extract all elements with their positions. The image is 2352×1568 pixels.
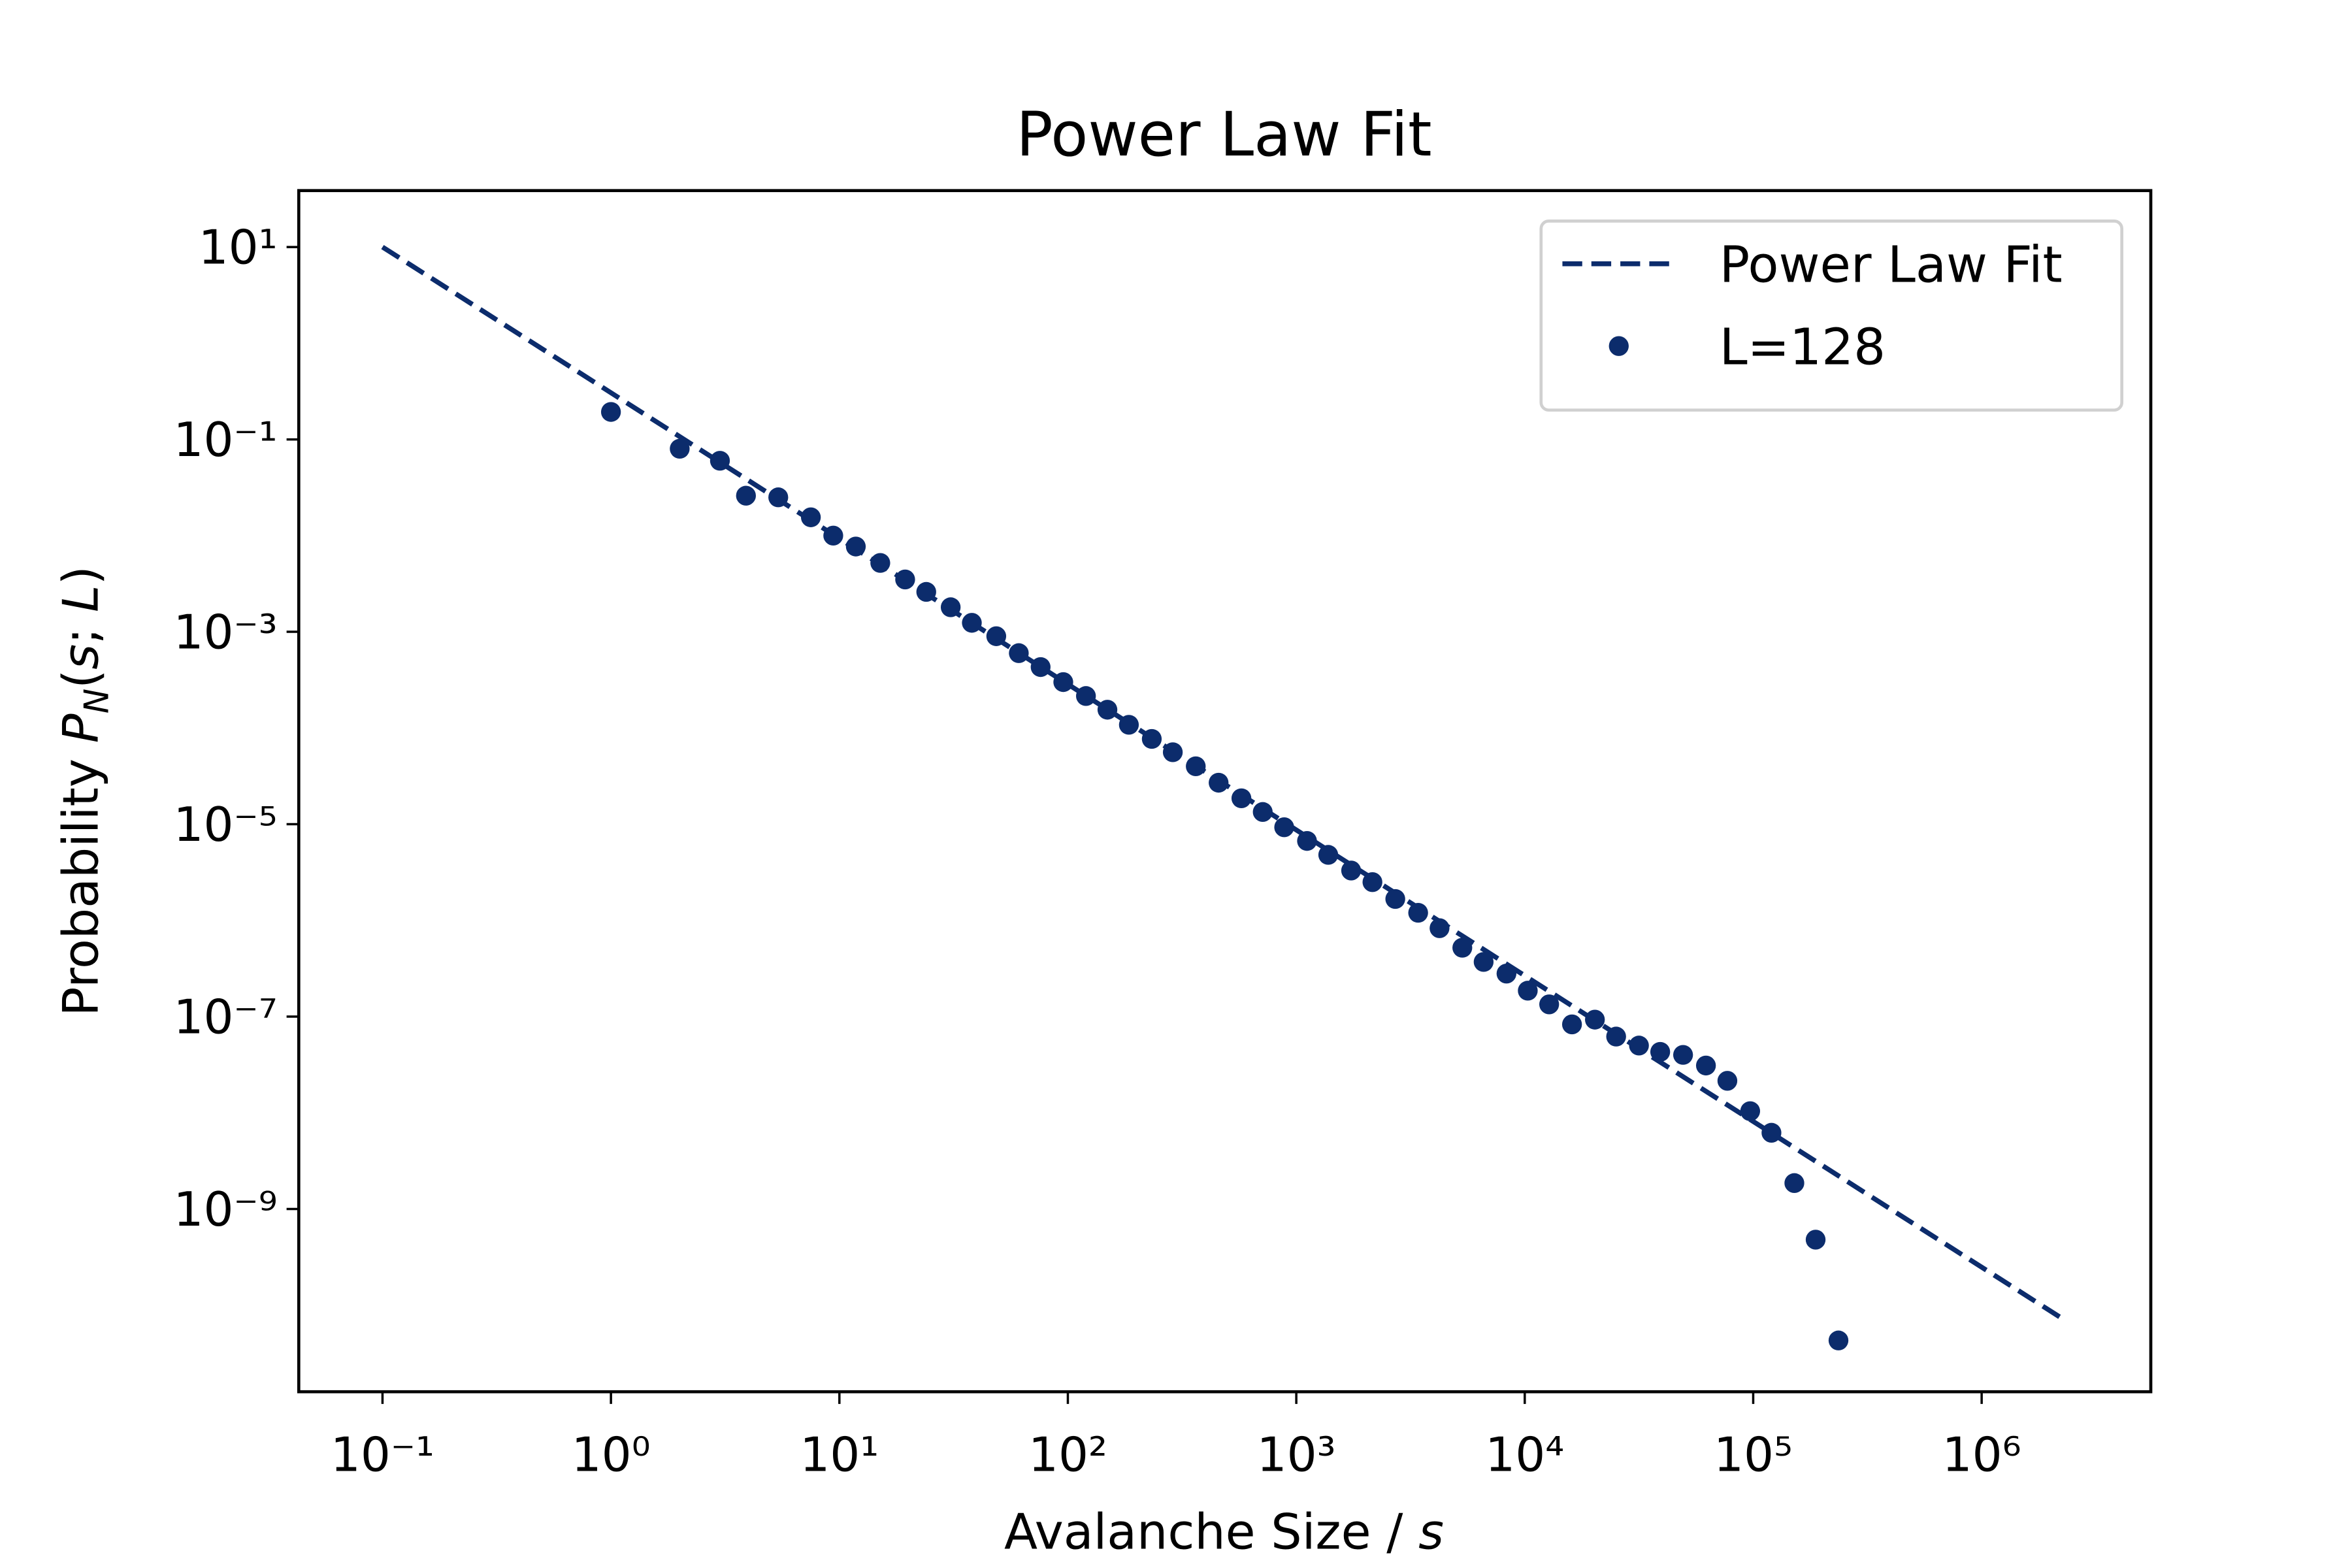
data-point: [1518, 981, 1538, 1001]
x-tick-label: 10⁰: [572, 1428, 651, 1483]
data-point: [1297, 830, 1317, 851]
y-axis-label: Probability PN(s; L): [52, 566, 116, 1016]
data-point: [1805, 1230, 1826, 1250]
legend-marker: [1609, 336, 1629, 356]
data-point: [1695, 1055, 1716, 1076]
data-point: [940, 597, 961, 617]
y-tick-label: 10⁻⁵: [173, 798, 277, 853]
x-tick-label: 10⁵: [1714, 1428, 1793, 1483]
data-point: [1740, 1101, 1761, 1121]
x-axis-label: Avalanche Size / s: [1004, 1504, 1444, 1561]
data-point: [800, 507, 821, 527]
data-point: [962, 613, 982, 633]
x-tick-label: 10³: [1257, 1428, 1336, 1483]
data-point: [1717, 1071, 1738, 1091]
y-axis-label-part: N: [78, 689, 117, 713]
data-point: [1119, 715, 1139, 735]
data-point: [1097, 700, 1118, 720]
data-point: [1828, 1330, 1849, 1350]
data-point: [1030, 657, 1051, 678]
data-point: [823, 525, 843, 546]
plot-frame: [297, 189, 2153, 1394]
data-point: [1496, 964, 1517, 984]
data-point: [1408, 902, 1428, 923]
x-axis-label-part: s: [1418, 1504, 1444, 1561]
data-point: [1231, 788, 1252, 809]
data-point: [670, 438, 690, 459]
chart-title: Power Law Fit: [1016, 99, 1431, 171]
data-point: [870, 553, 890, 573]
data-point: [600, 402, 621, 422]
data-point: [1009, 643, 1029, 663]
data-point: [1385, 889, 1405, 909]
x-axis-label-part: Avalanche Size /: [1004, 1504, 1418, 1561]
data-point: [1362, 872, 1382, 892]
data-point: [1318, 845, 1339, 865]
data-point: [845, 536, 866, 557]
data-point: [1784, 1173, 1805, 1193]
y-tick-label: 10⁻⁹: [173, 1183, 277, 1237]
x-tick-label: 10²: [1028, 1428, 1107, 1483]
data-point: [1429, 918, 1450, 938]
legend-label: Power Law Fit: [1720, 237, 2063, 295]
data-point: [1673, 1045, 1693, 1065]
y-axis-label-part: Probability: [52, 743, 109, 1016]
data-point: [1075, 686, 1096, 706]
y-axis-label-part: (: [52, 670, 109, 689]
data-point: [1473, 952, 1494, 972]
data-point: [895, 569, 915, 590]
y-axis-label-part: ;: [52, 612, 109, 644]
data-point: [1209, 772, 1229, 793]
data-point: [916, 581, 936, 602]
data-point: [1452, 938, 1473, 958]
data-point: [1141, 728, 1162, 749]
x-tick-label: 10⁻¹: [331, 1428, 434, 1483]
data-point: [1761, 1122, 1782, 1143]
legend-label: L=128: [1720, 319, 1886, 377]
data-point: [986, 626, 1007, 646]
data-point: [1629, 1036, 1649, 1056]
y-axis-label-part: s: [52, 644, 109, 670]
data-point: [768, 487, 789, 508]
data-point: [736, 485, 756, 506]
data-point: [1585, 1009, 1605, 1030]
data-point: [1539, 994, 1560, 1015]
data-point: [1186, 756, 1206, 777]
x-tick-label: 10⁶: [1942, 1428, 2021, 1483]
legend-box: [1539, 220, 2124, 412]
y-tick-label: 10¹: [199, 221, 278, 276]
y-tick-label: 10⁻⁷: [173, 990, 277, 1045]
data-point: [1561, 1014, 1582, 1035]
y-tick-label: 10⁻³: [173, 606, 277, 661]
y-axis-label-part: P: [52, 713, 109, 743]
data-point: [1650, 1041, 1671, 1062]
data-point: [1252, 802, 1273, 822]
y-tick-label: 10⁻¹: [173, 413, 277, 468]
data-point: [1341, 860, 1362, 881]
data-point: [710, 451, 730, 471]
y-axis-label-part: ): [52, 566, 109, 585]
x-tick-label: 10¹: [800, 1428, 879, 1483]
data-point: [1606, 1026, 1626, 1047]
data-point: [1274, 817, 1294, 838]
x-tick-label: 10⁴: [1485, 1428, 1564, 1483]
y-axis-label-part: L: [52, 585, 109, 612]
data-point: [1053, 672, 1073, 693]
data-point: [1162, 742, 1183, 762]
